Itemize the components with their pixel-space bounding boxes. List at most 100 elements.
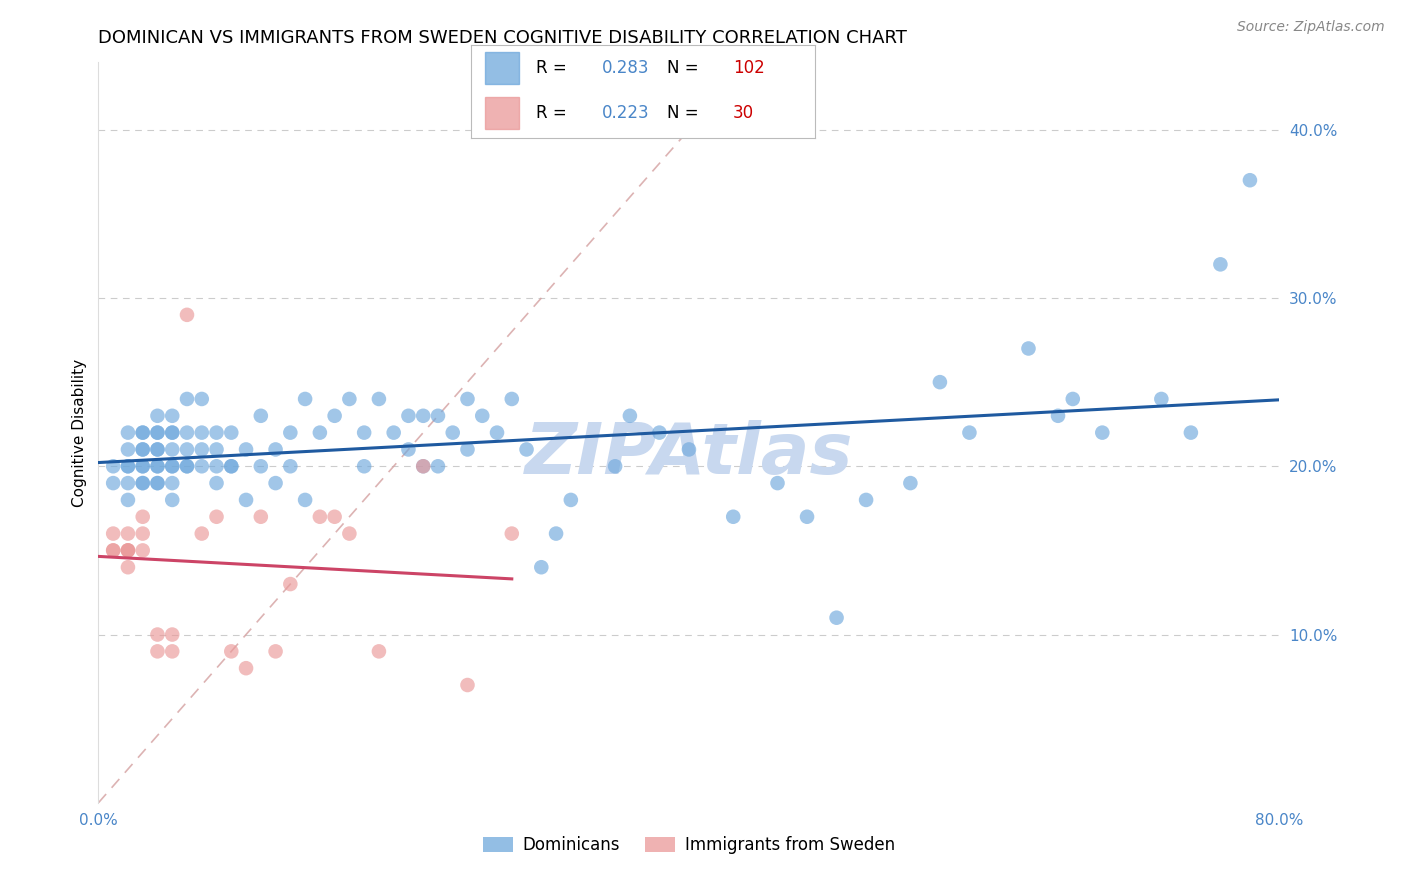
- Point: [1239, 173, 1261, 187]
- Text: 0.283: 0.283: [602, 59, 650, 77]
- Point: [162, 644, 183, 658]
- Point: [162, 627, 183, 641]
- Text: R =: R =: [537, 104, 572, 122]
- Y-axis label: Cognitive Disability: Cognitive Disability: [72, 359, 87, 507]
- Point: [221, 425, 243, 440]
- Text: R =: R =: [537, 59, 572, 77]
- Point: [103, 476, 125, 491]
- Point: [132, 459, 155, 474]
- Point: [457, 392, 479, 406]
- Point: [103, 543, 125, 558]
- Point: [501, 392, 523, 406]
- Point: [221, 459, 243, 474]
- Point: [1046, 409, 1070, 423]
- Point: [250, 459, 273, 474]
- Point: [117, 560, 139, 574]
- Point: [309, 509, 332, 524]
- Point: [723, 509, 745, 524]
- Point: [1209, 257, 1232, 271]
- Point: [280, 425, 302, 440]
- Point: [132, 526, 155, 541]
- Point: [191, 442, 214, 457]
- Point: [221, 459, 243, 474]
- Point: [146, 644, 169, 658]
- Text: DOMINICAN VS IMMIGRANTS FROM SWEDEN COGNITIVE DISABILITY CORRELATION CHART: DOMINICAN VS IMMIGRANTS FROM SWEDEN COGN…: [98, 29, 907, 47]
- Point: [117, 476, 139, 491]
- Point: [132, 425, 155, 440]
- Point: [796, 509, 818, 524]
- Point: [117, 526, 139, 541]
- Point: [162, 409, 183, 423]
- Point: [205, 459, 228, 474]
- Point: [235, 492, 257, 507]
- Point: [1062, 392, 1084, 406]
- Text: N =: N =: [668, 59, 704, 77]
- Point: [146, 476, 169, 491]
- Point: [1180, 425, 1202, 440]
- Point: [457, 442, 479, 457]
- Point: [516, 442, 538, 457]
- Point: [309, 425, 332, 440]
- Point: [900, 476, 922, 491]
- Point: [146, 459, 169, 474]
- Point: [280, 459, 302, 474]
- Point: [264, 442, 287, 457]
- Point: [501, 526, 523, 541]
- Point: [280, 577, 302, 591]
- Point: [368, 392, 391, 406]
- Point: [457, 678, 479, 692]
- Point: [766, 476, 789, 491]
- Point: [162, 459, 183, 474]
- Point: [412, 409, 434, 423]
- Text: ZIPAtlas: ZIPAtlas: [524, 420, 853, 490]
- Point: [560, 492, 582, 507]
- Point: [146, 442, 169, 457]
- Point: [176, 425, 198, 440]
- Point: [146, 627, 169, 641]
- Point: [959, 425, 981, 440]
- Point: [146, 409, 169, 423]
- Text: 30: 30: [733, 104, 754, 122]
- Point: [117, 492, 139, 507]
- Point: [427, 459, 450, 474]
- Point: [546, 526, 568, 541]
- Point: [162, 492, 183, 507]
- Point: [264, 644, 287, 658]
- Point: [855, 492, 877, 507]
- Point: [412, 459, 434, 474]
- Point: [132, 509, 155, 524]
- Point: [353, 459, 375, 474]
- Point: [191, 526, 214, 541]
- Point: [398, 409, 420, 423]
- Point: [235, 661, 257, 675]
- Point: [264, 476, 287, 491]
- Point: [191, 425, 214, 440]
- Point: [398, 442, 420, 457]
- Point: [323, 509, 346, 524]
- Point: [1018, 342, 1040, 356]
- Legend: Dominicans, Immigrants from Sweden: Dominicans, Immigrants from Sweden: [477, 830, 901, 861]
- Point: [191, 459, 214, 474]
- Point: [530, 560, 553, 574]
- Point: [176, 459, 198, 474]
- Point: [132, 476, 155, 491]
- Point: [103, 543, 125, 558]
- Point: [191, 392, 214, 406]
- Point: [205, 476, 228, 491]
- Point: [103, 526, 125, 541]
- Point: [294, 392, 316, 406]
- Point: [323, 409, 346, 423]
- Point: [1150, 392, 1173, 406]
- Point: [132, 425, 155, 440]
- Point: [117, 425, 139, 440]
- Point: [339, 526, 361, 541]
- Point: [353, 425, 375, 440]
- Point: [825, 610, 848, 624]
- Point: [176, 308, 198, 322]
- Point: [412, 459, 434, 474]
- Point: [235, 442, 257, 457]
- Point: [176, 459, 198, 474]
- Point: [117, 543, 139, 558]
- Point: [221, 644, 243, 658]
- Point: [678, 442, 700, 457]
